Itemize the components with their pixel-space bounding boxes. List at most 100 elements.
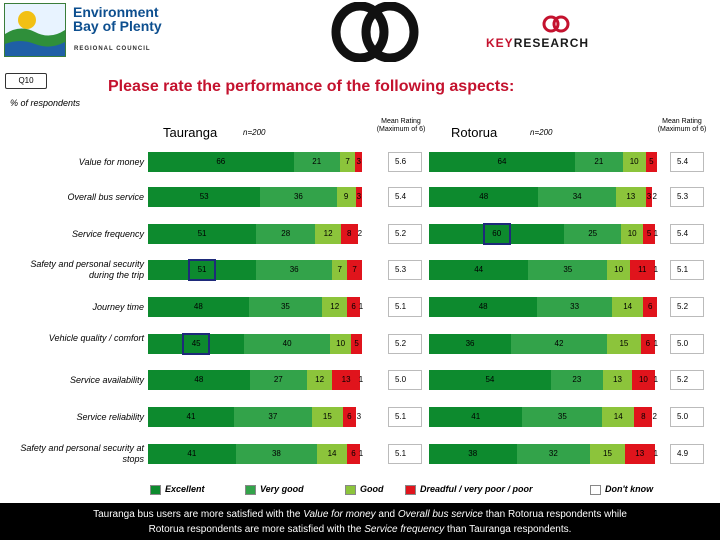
data-label: 25 <box>588 229 598 238</box>
bar-segment <box>654 334 657 354</box>
bar-segment <box>148 407 235 427</box>
bar-segment <box>351 334 362 354</box>
bar-segment <box>148 187 261 207</box>
data-label: 1 <box>653 449 659 458</box>
data-label: 41 <box>471 412 481 421</box>
bar-segment <box>340 224 358 244</box>
data-label: 37 <box>268 412 278 421</box>
bar-segment <box>645 187 653 207</box>
bar-segment <box>357 224 362 244</box>
bar-segment <box>429 224 565 244</box>
bar-segment <box>359 297 362 317</box>
group-n-tauranga: n=200 <box>243 128 266 137</box>
category-label: Service frequency <box>71 229 144 239</box>
bar-segment <box>355 187 362 207</box>
data-label: 8 <box>347 229 352 238</box>
legend-item: Don't know <box>590 481 653 497</box>
bar-segment <box>590 444 625 464</box>
bar-segment <box>429 407 523 427</box>
org-name: Environment Bay of Plenty <box>73 4 162 34</box>
data-label: 10 <box>629 157 639 166</box>
legend-label: Excellent <box>165 484 205 494</box>
mean-rating-value: 5.1 <box>388 297 422 317</box>
legend-label: Good <box>360 484 384 494</box>
highlight-box <box>182 333 211 355</box>
data-label: 10 <box>614 265 624 274</box>
data-label: 5 <box>646 229 652 238</box>
category-label: Overall bus service <box>67 192 144 202</box>
data-label: 1 <box>653 229 659 238</box>
data-label: 21 <box>312 157 322 166</box>
bar-segment <box>148 444 236 464</box>
data-label: 44 <box>474 265 484 274</box>
bar-segment <box>336 187 356 207</box>
bar-segment <box>235 444 318 464</box>
bar-segment <box>654 370 657 390</box>
bar-segment <box>602 370 633 390</box>
bar-segment <box>148 370 250 390</box>
data-label: 35 <box>280 302 290 311</box>
data-label: 38 <box>271 449 281 458</box>
data-label: 64 <box>497 157 507 166</box>
mean-rating-value: 5.3 <box>670 187 704 207</box>
data-label: 66 <box>216 157 226 166</box>
data-label: 3 <box>356 192 362 201</box>
bar-segment <box>634 407 653 427</box>
bar-segment <box>654 260 657 280</box>
data-label: 1 <box>653 339 659 348</box>
bar-segment <box>620 224 644 244</box>
bar-segment <box>429 444 517 464</box>
bar-segment <box>574 152 623 172</box>
group-name-tauranga: Tauranga <box>163 125 218 140</box>
legend-item: Very good <box>245 481 304 497</box>
data-label: 15 <box>322 412 332 421</box>
bar-segment <box>311 407 344 427</box>
bar-segment <box>429 260 529 280</box>
data-label: 48 <box>479 192 489 201</box>
category-label: Service availability <box>69 375 144 385</box>
bar-segment <box>429 152 575 172</box>
bar-segment <box>624 444 655 464</box>
bar-segment <box>329 334 352 354</box>
bar-segment <box>148 297 249 317</box>
data-label: 5 <box>354 339 359 348</box>
data-label: 15 <box>603 449 612 458</box>
highlight-box <box>482 223 511 245</box>
category-label: Journey time <box>92 302 144 312</box>
data-label: 28 <box>281 229 291 238</box>
data-label: 14 <box>613 412 623 421</box>
legend-swatch <box>245 484 256 495</box>
legend-label: Very good <box>260 484 304 494</box>
mean-rating-value: 5.1 <box>388 407 422 427</box>
mean-rating-value: 5.6 <box>388 152 422 172</box>
data-label: 10 <box>627 229 637 238</box>
keyresearch-brand: KEYRESEARCH <box>486 36 590 50</box>
bar-segment <box>315 224 341 244</box>
data-label: 13 <box>341 375 351 384</box>
legend-item: Excellent <box>150 481 205 497</box>
mean-rating-value: 4.9 <box>670 444 704 464</box>
bar-segment <box>332 260 348 280</box>
bar-segment <box>306 370 333 390</box>
category-label: Vehicle quality / comfort <box>48 333 144 343</box>
data-label: 7 <box>352 265 357 274</box>
data-label: 36 <box>289 265 299 274</box>
highlight-box <box>188 259 217 281</box>
data-label: 6 <box>647 302 653 311</box>
data-label: 12 <box>330 302 340 311</box>
footer-summary: Tauranga bus users are more satisfied wi… <box>0 503 720 540</box>
data-label: 51 <box>197 265 207 274</box>
bar-segment <box>260 187 337 207</box>
bar-segment <box>611 297 644 317</box>
bar-segment <box>355 152 362 172</box>
data-label: 48 <box>193 302 203 311</box>
bar-segment <box>654 444 657 464</box>
bar-segment <box>332 370 360 390</box>
mean-rating-value: 5.4 <box>670 152 704 172</box>
data-label: 1 <box>358 449 364 458</box>
data-label: 1 <box>358 302 364 311</box>
bar-segment <box>359 370 362 390</box>
rings-logo-icon <box>331 2 419 62</box>
mean-rating-head-tauranga: Mean Rating (Maximum of 6) <box>376 118 426 133</box>
bar-segment <box>643 224 655 244</box>
